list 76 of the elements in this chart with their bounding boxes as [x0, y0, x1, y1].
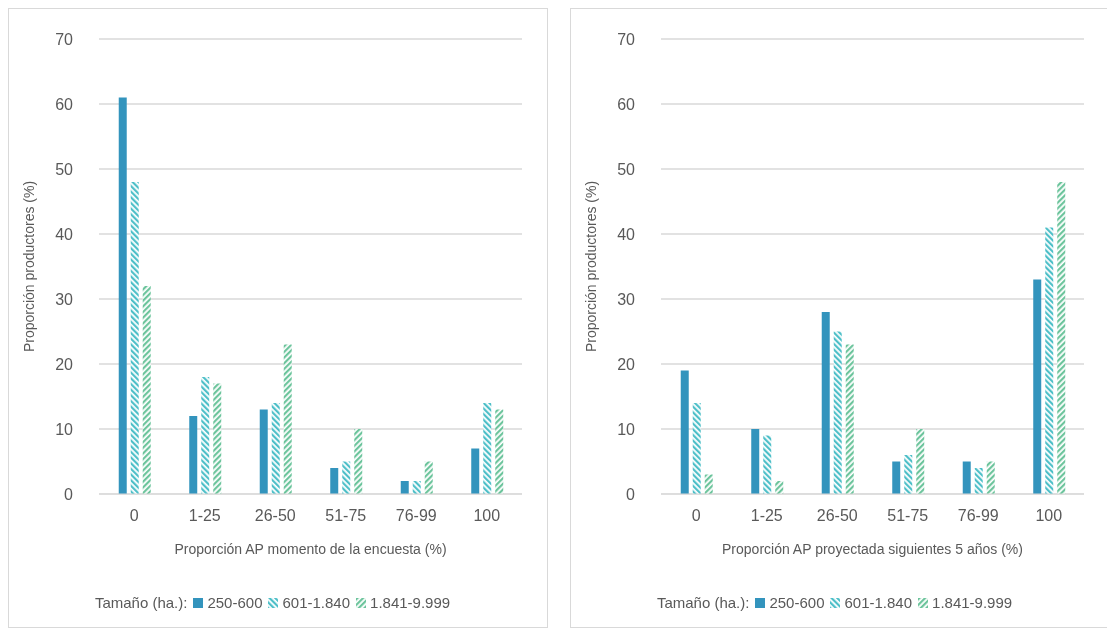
bar [986, 461, 995, 494]
y-tick-label: 50 [617, 160, 636, 178]
bar [271, 403, 280, 494]
bar [845, 344, 854, 494]
legend-title: Tamaño (ha.): [94, 594, 188, 611]
bar [471, 448, 480, 494]
bar [821, 312, 830, 494]
y-tick-label: 10 [55, 420, 74, 438]
x-tick-label: 51-75 [887, 507, 929, 525]
bar [189, 416, 198, 494]
bar [400, 481, 409, 494]
bar [751, 429, 760, 494]
bar [892, 461, 901, 494]
bar [916, 429, 925, 494]
x-tick-label: 1-25 [750, 507, 783, 525]
y-tick-label: 60 [617, 95, 636, 113]
bar [130, 182, 139, 494]
bar [424, 461, 433, 494]
x-tick-label: 51-75 [325, 507, 367, 525]
bar [974, 468, 983, 494]
bar [704, 474, 713, 494]
y-tick-label: 10 [617, 420, 636, 438]
bar [495, 409, 504, 494]
x-tick-label: 26-50 [816, 507, 858, 525]
y-tick-label: 20 [617, 355, 636, 373]
y-tick-label: 40 [617, 225, 636, 243]
y-axis-title: Proporción productores (%) [20, 180, 37, 353]
bar [904, 455, 913, 494]
x-tick-label: 1-25 [188, 507, 221, 525]
legend-label: 250-600 [206, 594, 263, 611]
legend-label: 601-1.840 [281, 594, 351, 611]
y-axis-title: Proporción productores (%) [582, 180, 599, 353]
bar [213, 383, 222, 494]
legend-title: Tamaño (ha.): [656, 594, 750, 611]
bar [763, 435, 772, 494]
bar [1033, 279, 1042, 494]
x-axis-title: Proporción AP momento de la encuesta (%) [174, 541, 447, 557]
y-tick-label: 0 [64, 485, 74, 503]
x-axis-title: Proporción AP proyectada siguientes 5 años (%) [722, 541, 1023, 557]
bar [330, 468, 339, 494]
x-tick-label: 100 [473, 507, 501, 525]
bar [833, 331, 842, 494]
bar [354, 429, 363, 494]
bar [962, 461, 971, 494]
bar [283, 344, 292, 494]
x-tick-label: 100 [1035, 507, 1063, 525]
x-tick-label: 76-99 [957, 507, 999, 525]
y-tick-label: 40 [55, 225, 74, 243]
x-tick-label: 0 [129, 507, 139, 525]
bar [1045, 227, 1054, 494]
legend-label: 1.841-9.999 [931, 594, 1013, 611]
x-tick-label: 26-50 [254, 507, 296, 525]
y-tick-label: 0 [626, 485, 636, 503]
bar [1057, 182, 1066, 494]
bar [775, 481, 784, 494]
bar [118, 97, 127, 494]
y-tick-label: 70 [55, 30, 74, 48]
legend-label: 601-1.840 [843, 594, 913, 611]
bar [680, 370, 689, 494]
bar [692, 403, 701, 494]
legend-label: 250-600 [768, 594, 825, 611]
y-tick-label: 30 [617, 290, 636, 308]
bar [259, 409, 268, 494]
y-tick-label: 70 [617, 30, 636, 48]
bar [142, 286, 151, 494]
x-tick-label: 76-99 [395, 507, 437, 525]
y-tick-label: 50 [55, 160, 74, 178]
bar [342, 461, 351, 494]
y-tick-label: 60 [55, 95, 74, 113]
legend-label: 1.841-9.999 [369, 594, 451, 611]
bar [412, 481, 421, 494]
y-tick-label: 30 [55, 290, 74, 308]
bar [483, 403, 492, 494]
y-tick-label: 20 [55, 355, 74, 373]
x-tick-label: 0 [691, 507, 701, 525]
bar [201, 377, 210, 494]
